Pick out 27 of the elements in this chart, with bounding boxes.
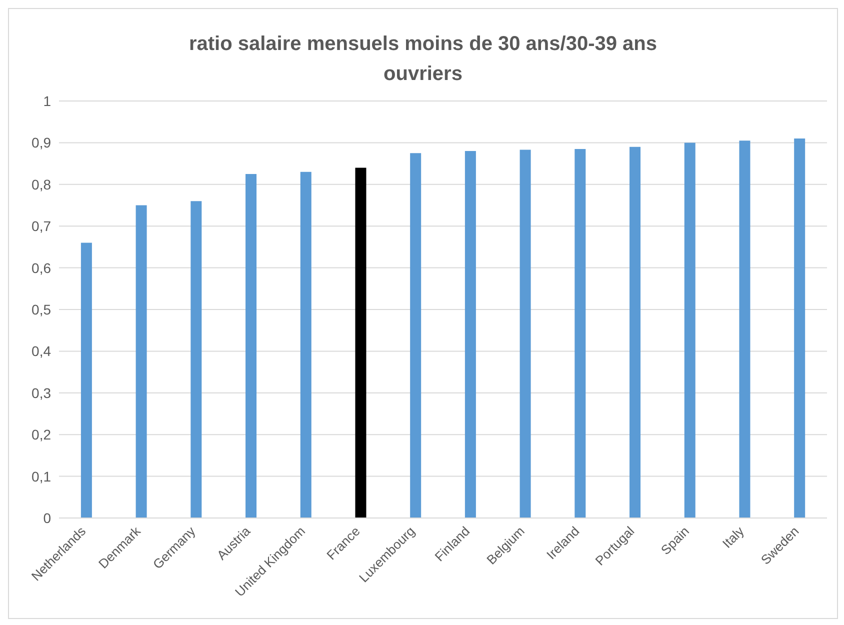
bar (520, 150, 531, 518)
y-tick-label: 0,3 (32, 384, 52, 401)
y-tick-label: 0,4 (32, 343, 52, 360)
bar (630, 146, 641, 518)
y-tick-label: 0,7 (32, 218, 52, 234)
x-tick-label: Italy (719, 523, 748, 551)
y-tick-label: 0,6 (32, 260, 52, 276)
bar (300, 172, 312, 518)
bar (246, 174, 257, 518)
bar (410, 153, 422, 518)
y-tick-label: 0,9 (32, 134, 52, 151)
y-tick-label: 1 (43, 92, 52, 109)
y-tick-label: 0,8 (32, 176, 52, 192)
bar (190, 201, 202, 518)
bar (739, 140, 750, 518)
y-tick-label: 0,1 (32, 468, 52, 484)
bar (355, 168, 366, 518)
y-tick-label: 0 (43, 510, 52, 526)
chart-title: ratio salaire mensuels moins de 30 ans/30-39 ans ouvriers (188, 32, 658, 87)
bar (464, 151, 476, 518)
y-tick-label: 0,5 (32, 301, 52, 318)
bar (794, 138, 806, 518)
bar (574, 148, 586, 518)
bar (136, 205, 147, 518)
y-tick-label: 0,2 (32, 426, 52, 443)
bar (684, 142, 696, 518)
bar (80, 242, 92, 518)
